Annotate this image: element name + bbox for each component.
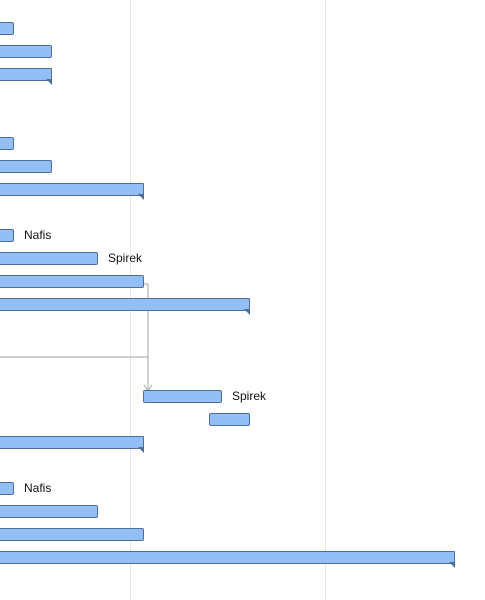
summary-bar-end-marker — [138, 194, 144, 200]
summary-task-bar[interactable] — [0, 298, 250, 311]
task-bar[interactable] — [209, 413, 250, 426]
summary-task-bar[interactable] — [0, 68, 52, 81]
task-bar[interactable] — [0, 45, 52, 58]
task-bar[interactable] — [0, 528, 144, 541]
task-bar[interactable] — [0, 505, 98, 518]
resource-label: Nafis — [24, 228, 52, 242]
resource-label: Spirek — [232, 389, 267, 403]
task-bar[interactable] — [0, 160, 52, 173]
task-bar[interactable] — [0, 137, 14, 150]
summary-bar-end-marker — [449, 562, 455, 568]
task-bar[interactable] — [0, 229, 14, 242]
task-bar[interactable] — [0, 252, 98, 265]
summary-task-bar[interactable] — [0, 436, 144, 449]
summary-task-bar[interactable] — [0, 551, 455, 564]
dependency-line — [144, 283, 149, 390]
summary-bar-end-marker — [46, 79, 52, 85]
summary-bar-end-marker — [138, 447, 144, 453]
summary-task-bar[interactable] — [0, 183, 144, 196]
task-bar[interactable] — [0, 275, 144, 288]
summary-bar-end-marker — [244, 309, 250, 315]
task-bar[interactable] — [0, 482, 14, 495]
resource-label: Spirek — [108, 251, 143, 265]
task-bar[interactable] — [0, 22, 14, 35]
timeline-gridline — [325, 0, 326, 600]
resource-label: Nafis — [24, 481, 52, 495]
task-bar[interactable] — [143, 390, 222, 403]
